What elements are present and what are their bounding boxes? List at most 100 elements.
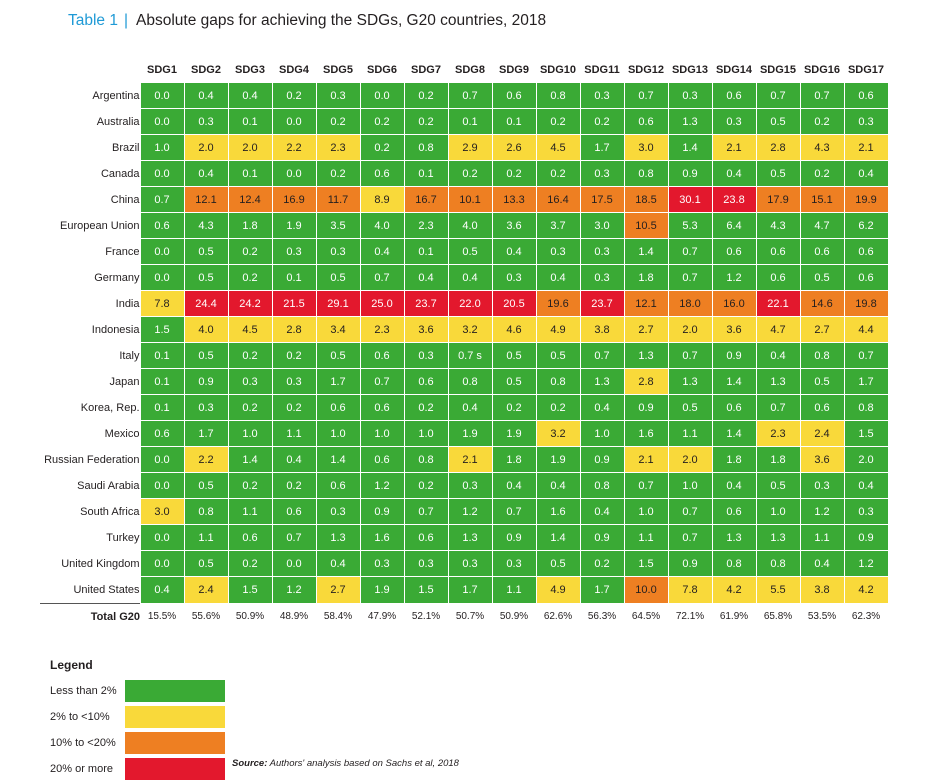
gap-cell: 0.0	[139, 472, 185, 499]
gap-cell: 1.5	[403, 576, 449, 604]
gap-cell: 1.5	[139, 316, 185, 343]
gap-cell: 0.3	[579, 160, 625, 187]
table-row: Indonesia 1.5 4.0 4.5 2.8 3.4 2.3 3.6 3.2 4.6 4.9 3…	[40, 316, 889, 343]
gap-cell: 0.8	[711, 550, 757, 577]
gap-cell: 4.5	[227, 316, 273, 343]
gap-cell: 1.3	[711, 524, 757, 551]
gap-cell: 0.2	[315, 108, 361, 135]
gap-cell: 0.4	[403, 264, 449, 291]
country-label: Indonesia	[91, 323, 140, 336]
gap-cell: 0.2	[491, 394, 537, 421]
gap-cell: 18.5	[623, 186, 669, 213]
country-label: Argentina	[92, 89, 140, 102]
column-header-sdg1: SDG1	[147, 64, 177, 76]
gap-cell: 4.6	[491, 316, 537, 343]
gap-cell: 0.7	[755, 82, 801, 109]
legend-swatch	[124, 731, 226, 755]
gap-cell: 0.0	[271, 108, 317, 135]
gap-cell: 6.4	[711, 212, 757, 239]
gap-cell: 0.2	[271, 82, 317, 109]
gap-cell: 0.8	[799, 342, 845, 369]
gap-cell: 21.5	[271, 290, 317, 317]
gap-cell: 0.4	[359, 238, 405, 265]
total-cell: 72.1%	[668, 602, 712, 630]
gap-cell: 23.7	[579, 290, 625, 317]
gap-cell: 2.4	[183, 576, 229, 604]
gap-cell: 0.4	[711, 472, 757, 499]
gap-cell: 0.6	[271, 498, 317, 525]
gap-cell: 3.8	[799, 576, 845, 604]
gap-cell: 0.9	[359, 498, 405, 525]
gap-cell: 2.7	[623, 316, 669, 343]
gap-cell: 2.7	[799, 316, 845, 343]
gap-cell: 3.2	[535, 420, 581, 447]
gap-cell: 0.3	[271, 238, 317, 265]
gap-cell: 0.5	[315, 264, 361, 291]
gap-cell: 2.4	[799, 420, 845, 447]
total-cell: 56.3%	[580, 602, 624, 630]
gap-cell: 0.7	[755, 394, 801, 421]
gap-cell: 0.4	[579, 498, 625, 525]
gap-cell: 1.8	[755, 446, 801, 473]
gap-cell: 0.2	[227, 238, 273, 265]
table-row: Australia 0.0 0.3 0.1 0.0 0.2 0.2 0.2 0.1 0.1 0.2 0…	[40, 108, 889, 135]
gap-cell: 0.4	[799, 550, 845, 577]
gap-cell: 2.0	[843, 446, 889, 473]
table-row: United States 0.4 2.4 1.5 1.2 2.7 1.9 1.5 1.7 1.1…	[40, 576, 889, 604]
gap-cell: 0.7	[359, 264, 405, 291]
country-label: India	[115, 297, 140, 310]
total-cell: 61.9%	[712, 602, 756, 630]
gap-cell: 0.7	[667, 238, 713, 265]
country-label: Brazil	[111, 141, 140, 154]
gap-cell: 0.5	[183, 472, 229, 499]
gap-cell: 1.6	[535, 498, 581, 525]
gap-cell: 0.0	[139, 446, 185, 473]
country-label: Turkey	[106, 531, 140, 544]
country-label: China	[110, 193, 140, 206]
gap-cell: 0.6	[711, 82, 757, 109]
gap-cell: 0.2	[403, 472, 449, 499]
gap-cell: 4.0	[183, 316, 229, 343]
gap-cell: 2.1	[711, 134, 757, 161]
country-label: Russian Federation	[44, 453, 140, 466]
gap-cell: 1.3	[755, 368, 801, 395]
gap-cell: 1.3	[623, 342, 669, 369]
gap-cell: 0.2	[227, 472, 273, 499]
gap-cell: 0.9	[667, 550, 713, 577]
total-cell: 64.5%	[624, 602, 668, 630]
gap-cell: 2.2	[183, 446, 229, 473]
gap-cell: 24.4	[183, 290, 229, 317]
gap-cell: 23.7	[403, 290, 449, 317]
gap-cell: 1.0	[359, 420, 405, 447]
gap-cell: 10.1	[447, 186, 493, 213]
gap-cell: 0.5	[755, 160, 801, 187]
gap-cell: 0.6	[403, 368, 449, 395]
gap-cell: 1.6	[359, 524, 405, 551]
table-body: Argentina 0.0 0.4 0.4 0.2 0.3 0.0 0.2 0.7 0.6 0.8 0…	[40, 82, 889, 630]
gap-cell: 1.4	[667, 134, 713, 161]
gap-cell: 0.6	[843, 264, 889, 291]
gap-cell: 0.4	[711, 160, 757, 187]
gap-cell: 0.2	[315, 160, 361, 187]
gap-cell: 17.5	[579, 186, 625, 213]
gap-cell: 0.7	[667, 498, 713, 525]
corner-cell	[40, 58, 140, 83]
gap-cell: 0.6	[799, 238, 845, 265]
gap-cell: 1.3	[315, 524, 361, 551]
gap-cell: 2.1	[447, 446, 493, 473]
gap-cell: 0.4	[315, 550, 361, 577]
table-title: Table 1 | Absolute gaps for achieving th…	[68, 12, 546, 36]
legend-item: 2% to <10%	[50, 704, 226, 730]
gap-cell: 0.8	[535, 82, 581, 109]
gap-cell: 0.3	[667, 82, 713, 109]
gap-cell: 4.9	[535, 576, 581, 604]
gap-cell: 0.6	[623, 108, 669, 135]
country-label: France	[105, 245, 140, 258]
column-header-sdg16: SDG16	[803, 64, 841, 76]
gap-cell: 0.1	[271, 264, 317, 291]
gap-cell: 2.2	[271, 134, 317, 161]
gap-cell: 0.5	[799, 368, 845, 395]
gap-cell: 0.7	[667, 524, 713, 551]
gap-cell: 0.7	[139, 186, 185, 213]
legend-label: 2% to <10%	[50, 711, 110, 723]
